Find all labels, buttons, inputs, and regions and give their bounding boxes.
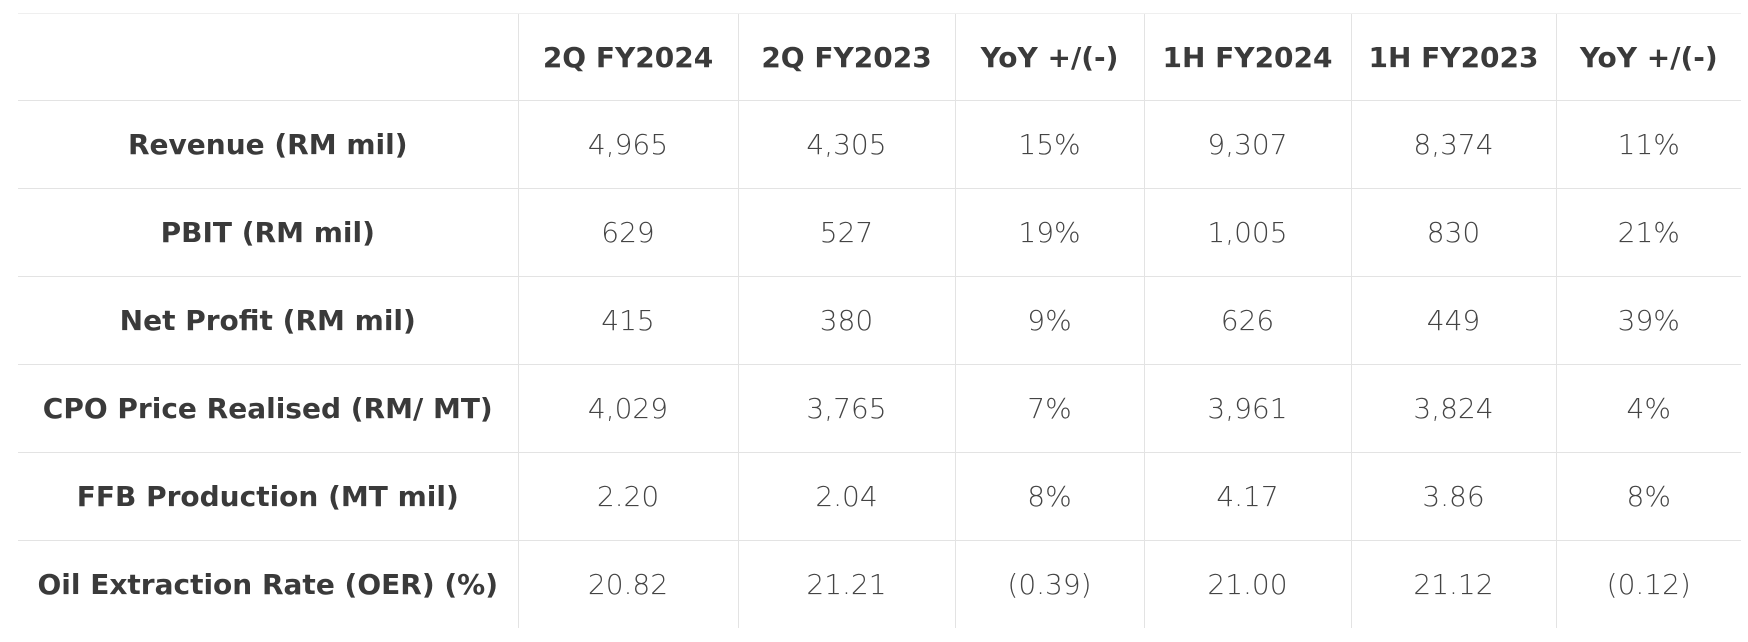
- column-header: 2Q FY2024: [517, 13, 738, 101]
- cell-value: 626: [1143, 276, 1351, 365]
- row-label: FFB Production (MT mil): [18, 452, 518, 541]
- cell-value: 21.21: [737, 540, 955, 628]
- table-body: Revenue (RM mil) 4,965 4,305 15% 9,307 8,374 1…: [18, 100, 1741, 628]
- cell-value: 4.17: [1143, 452, 1351, 541]
- table-row: PBIT (RM mil) 629 527 19% 1,005 830 21%: [18, 188, 1741, 277]
- cell-value: 2.20: [517, 452, 738, 541]
- cell-value: 19%: [954, 188, 1144, 277]
- table-row: Revenue (RM mil) 4,965 4,305 15% 9,307 8,374 1…: [18, 100, 1741, 189]
- column-header: 2Q FY2023: [737, 13, 955, 101]
- row-label: Net Profit (RM mil): [18, 276, 518, 365]
- cell-value: 8,374: [1350, 100, 1556, 189]
- cell-value: 8%: [1555, 452, 1741, 541]
- cell-value: 11%: [1555, 100, 1741, 189]
- cell-value: 4,965: [517, 100, 738, 189]
- row-label: Revenue (RM mil): [18, 100, 518, 189]
- column-header: 1H FY2024: [1143, 13, 1351, 101]
- column-header: 1H FY2023: [1350, 13, 1556, 101]
- cell-value: 527: [737, 188, 955, 277]
- cell-value: 415: [517, 276, 738, 365]
- cell-value: 20.82: [517, 540, 738, 628]
- cell-value: 3,765: [737, 364, 955, 453]
- row-label: PBIT (RM mil): [18, 188, 518, 277]
- cell-value: 2.04: [737, 452, 955, 541]
- cell-value: 21%: [1555, 188, 1741, 277]
- cell-value: 8%: [954, 452, 1144, 541]
- cell-value: 9,307: [1143, 100, 1351, 189]
- cell-value: 7%: [954, 364, 1144, 453]
- cell-value: (0.12): [1555, 540, 1741, 628]
- row-label: CPO Price Realised (RM/ MT): [18, 364, 518, 453]
- cell-value: 380: [737, 276, 955, 365]
- cell-value: 449: [1350, 276, 1556, 365]
- cell-value: 21.00: [1143, 540, 1351, 628]
- cell-value: 830: [1350, 188, 1556, 277]
- cell-value: 4,305: [737, 100, 955, 189]
- cell-value: 4%: [1555, 364, 1741, 453]
- header-row: 2Q FY2024 2Q FY2023 YoY +/(-) 1H FY2024 1H F…: [18, 13, 1741, 101]
- table-row: Net Profit (RM mil) 415 380 9% 626 449 39%: [18, 276, 1741, 365]
- cell-value: 629: [517, 188, 738, 277]
- cell-value: (0.39): [954, 540, 1144, 628]
- cell-value: 1,005: [1143, 188, 1351, 277]
- row-label: Oil Extraction Rate (OER) (%): [37, 568, 499, 601]
- cell-value: 4,029: [517, 364, 738, 453]
- cell-value: 15%: [954, 100, 1144, 189]
- cell-value: 3,824: [1350, 364, 1556, 453]
- cell-value: 39%: [1555, 276, 1741, 365]
- table-row: FFB Production (MT mil) 2.20 2.04 8% 4.17 3.8…: [18, 452, 1741, 541]
- cell-value: 21.12: [1350, 540, 1556, 628]
- cell-value: 3.86: [1350, 452, 1556, 541]
- table-row: Oil Extraction Rate (OER) (%) 20.82 21.21(…: [18, 540, 1741, 628]
- column-header: YoY +/(-): [954, 13, 1144, 101]
- results-table: 2Q FY2024 2Q FY2023 YoY +/(-) 1H FY2024 1H F…: [18, 13, 1741, 628]
- cell-value: 3,961: [1143, 364, 1351, 453]
- column-header: YoY +/(-): [1555, 13, 1741, 101]
- table-row: CPO Price Realised (RM/ MT) 4,029 3,765 7% 3…: [18, 364, 1741, 453]
- corner-cell: [18, 13, 518, 101]
- cell-value: 9%: [954, 276, 1144, 365]
